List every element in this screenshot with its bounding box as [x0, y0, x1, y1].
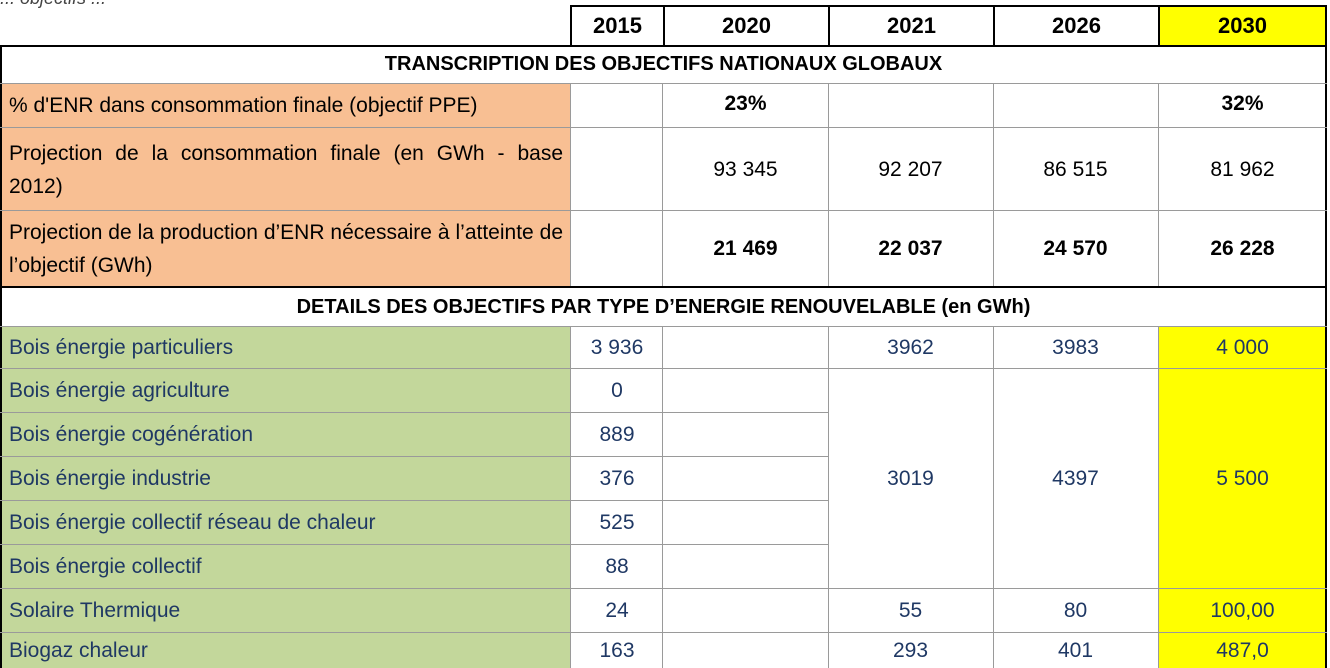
global-cell-2015 [571, 128, 663, 211]
detail-cell-2030: 4 000 [1158, 327, 1327, 368]
global-cell-2030: 81 962 [1210, 157, 1275, 181]
global-cell-2021 [828, 84, 993, 128]
global-row-label: Projection de la production d’ENR nécess… [0, 211, 571, 286]
global-cell-2026 [993, 84, 1158, 128]
detail-row-label: Bois énergie agriculture [0, 369, 571, 413]
detail-cell-2015: 24 [605, 598, 629, 622]
detail-cell-2026: 80 [1063, 598, 1088, 622]
detail-row-label: Bois énergie collectif réseau de chaleur [0, 501, 571, 545]
detail-cell-2015: 376 [599, 467, 635, 490]
detail-cell-2030: 100,00 [1158, 589, 1327, 632]
global-cell-2020: 93 345 [713, 157, 778, 181]
detail-row-label: Bois énergie particuliers [0, 327, 571, 368]
detail-cell-2026: 401 [1057, 638, 1094, 662]
detail-cell-2015: 3 936 [590, 335, 644, 359]
detail-cell-2026: 3983 [1052, 335, 1099, 359]
detail-cell-2030: 487,0 [1158, 633, 1327, 668]
detail-cell-2021: 3962 [887, 335, 934, 359]
detail-row-label: Bois énergie industrie [0, 457, 571, 501]
year-header-2020: 2020 [663, 5, 830, 47]
global-cell-2030: 32% [1221, 92, 1264, 115]
merged-bois-2030: 5 500 [1158, 369, 1327, 589]
global-cell-2026: 24 570 [1043, 236, 1108, 260]
detail-cell-2021: 293 [892, 638, 929, 662]
detail-row-label: Biogaz chaleur [0, 633, 571, 668]
detail-cell-2015: 525 [599, 511, 635, 534]
year-header-2030: 2030 [1158, 5, 1327, 47]
detail-row-label: Bois énergie cogénération [0, 413, 571, 457]
year-header-2026: 2026 [993, 5, 1160, 47]
detail-cell-2015: 0 [611, 379, 623, 402]
detail-cell-2021: 55 [898, 598, 923, 622]
detail-cell-2015: 163 [599, 638, 635, 662]
global-cell-2015 [571, 211, 663, 286]
global-cell-2020: 23% [724, 92, 767, 115]
section-title-global: TRANSCRIPTION DES OBJECTIFS NATIONAUX GL… [384, 52, 943, 75]
detail-row-label: Solaire Thermique [0, 589, 571, 632]
year-header-2015: 2015 [570, 5, 665, 47]
merged-bois-2026: 4397 [1052, 467, 1099, 490]
cut-off-caption: ... objectifs ... [0, 0, 330, 8]
global-cell-2021: 92 207 [878, 157, 943, 181]
global-cell-2020: 21 469 [713, 236, 778, 260]
detail-cell-2015: 889 [599, 423, 635, 446]
global-row-label: % d'ENR dans consommation finale (object… [0, 84, 571, 128]
global-cell-2015 [571, 84, 663, 128]
merged-bois-2021: 3019 [887, 467, 934, 490]
global-cell-2026: 86 515 [1043, 157, 1108, 181]
detail-row-label: Bois énergie collectif [0, 545, 571, 589]
year-header-2021: 2021 [828, 5, 995, 47]
global-cell-2030: 26 228 [1210, 236, 1275, 260]
detail-cell-2015: 88 [605, 555, 629, 578]
section-title-details: DETAILS DES OBJECTIFS PAR TYPE D’ENERGIE… [296, 295, 1031, 318]
global-cell-2021: 22 037 [878, 236, 943, 260]
global-row-label: Projection de la consommation finale (en… [0, 128, 571, 211]
